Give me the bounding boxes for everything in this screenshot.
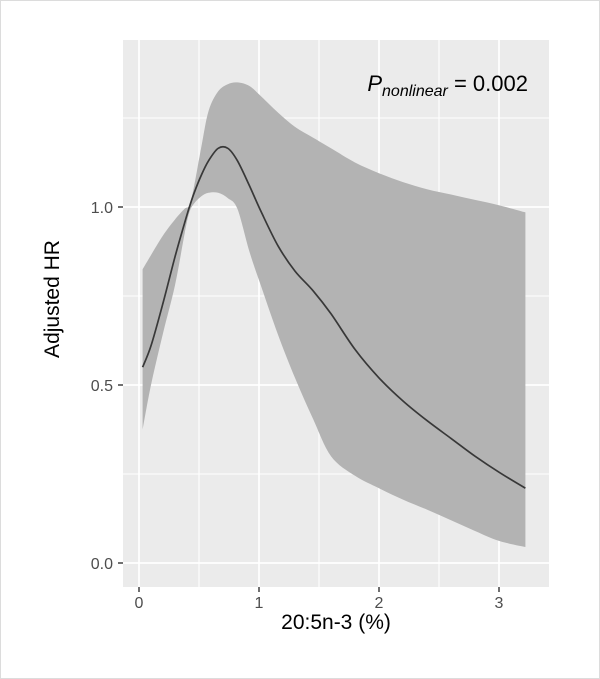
y-axis-title: Adjusted HR: [41, 240, 64, 358]
x-tick-label: 1: [255, 595, 264, 612]
x-tick-label: 3: [495, 595, 504, 612]
confidence-band: [142, 82, 526, 547]
x-axis-title: 20:5n-3 (%): [281, 611, 391, 634]
p-symbol: P: [367, 71, 382, 96]
y-tick-label: 0.5: [91, 378, 113, 395]
adjusted-hr-curve: [141, 145, 526, 489]
x-tick-label: 0: [135, 595, 144, 612]
x-tick-label: 2: [375, 595, 384, 612]
y-tick-label: 1.0: [91, 200, 113, 217]
p-nonlinear-annotation: Pnonlinear = 0.002: [367, 71, 528, 100]
p-value: = 0.002: [448, 71, 528, 96]
y-tick-label: 0.0: [91, 556, 113, 573]
p-subscript: nonlinear: [382, 83, 449, 100]
